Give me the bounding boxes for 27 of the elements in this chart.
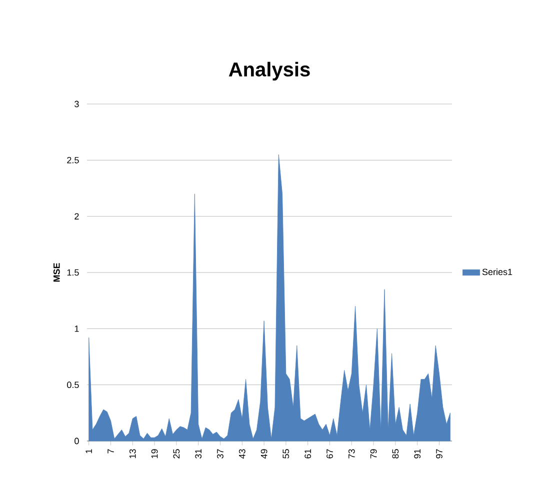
x-tick-label: 37 xyxy=(217,449,224,458)
x-tick-label: 19 xyxy=(151,449,158,458)
x-tick-label: 31 xyxy=(195,449,202,458)
x-tick-label: 85 xyxy=(392,449,399,458)
y-tick-label: 0 xyxy=(74,438,79,444)
x-tick-label: 7 xyxy=(108,449,114,454)
y-tick-label: 3 xyxy=(74,100,79,108)
x-tick-label: 67 xyxy=(326,449,333,458)
x-tick-label: 1 xyxy=(86,449,92,454)
chart-title: Analysis xyxy=(228,62,310,80)
x-tick-label: 13 xyxy=(129,449,136,458)
y-tick-label: 2.5 xyxy=(67,156,79,164)
y-axis-title: MSE xyxy=(53,263,60,282)
x-tick-label: 43 xyxy=(238,449,246,459)
x-tick-label: 91 xyxy=(414,449,421,458)
x-tick-label: 73 xyxy=(348,449,355,458)
y-tick-label: 1.5 xyxy=(67,269,79,276)
x-tick-label: 61 xyxy=(304,449,312,458)
legend-label: Series1 xyxy=(482,268,512,276)
y-tick-label: 0.5 xyxy=(67,382,79,388)
x-tick-label: 25 xyxy=(173,449,180,458)
x-tick-label: 55 xyxy=(282,449,290,458)
y-tick-label: 1 xyxy=(74,326,79,332)
x-tick-label: 79 xyxy=(370,449,377,458)
x-tick-label: 97 xyxy=(436,449,442,458)
x-tick-label: 49 xyxy=(260,449,268,459)
y-tick-label: 2 xyxy=(74,213,79,220)
